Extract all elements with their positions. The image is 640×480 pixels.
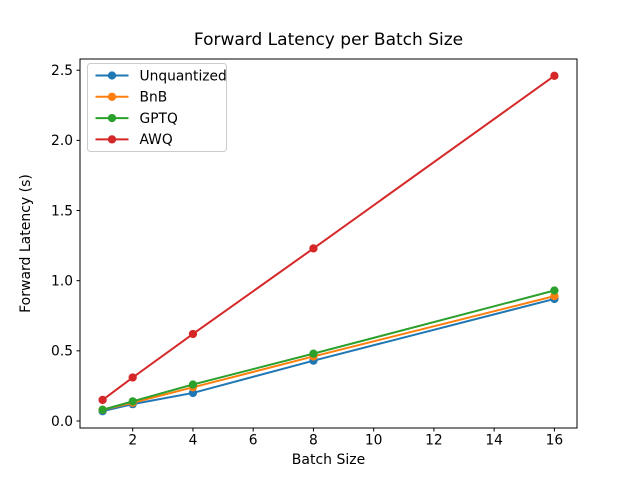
chart-title: Forward Latency per Batch Size (194, 30, 463, 50)
data-point-marker (309, 244, 318, 253)
series-awq (98, 71, 559, 405)
x-tick-label: 10 (365, 433, 383, 449)
legend-label: GPTQ (140, 111, 178, 127)
y-tick-label: 0.0 (51, 414, 73, 430)
y-tick-label: 2.0 (51, 133, 73, 149)
legend-entry-bnb: BnB (95, 90, 168, 106)
legend-label: Unquantized (140, 68, 227, 84)
x-tick-label: 16 (546, 433, 564, 449)
data-point-marker (550, 286, 559, 295)
y-tick-label: 1.0 (51, 273, 73, 289)
data-point-marker (188, 380, 198, 389)
y-axis-label: Forward Latency (s) (18, 174, 34, 313)
data-point-marker (309, 349, 318, 358)
data-point-marker (188, 329, 198, 339)
legend: Unquantized BnB GPTQ AWQ (87, 63, 227, 152)
y-tick-label: 0.5 (51, 344, 73, 360)
legend-box (87, 63, 227, 152)
x-tick-label: 6 (249, 433, 258, 449)
y-tick-label: 1.5 (51, 203, 73, 219)
legend-marker (107, 71, 117, 80)
data-point-marker (98, 395, 107, 405)
data-point-marker (128, 373, 137, 382)
plot-border (79, 58, 578, 429)
x-axis: 2 4 6 8 10 12 14 16 (128, 428, 563, 449)
x-tick-label: 12 (425, 433, 443, 449)
x-tick-label: 14 (485, 433, 503, 449)
x-tick-label: 2 (128, 433, 137, 449)
series-line (102, 297, 555, 413)
data-point-marker (98, 405, 107, 414)
series-gptq (98, 286, 559, 414)
x-tick-label: 8 (309, 433, 318, 449)
y-tick-label: 2.5 (51, 63, 73, 79)
x-axis-label: Batch Size (292, 452, 365, 468)
legend-entry-awq: AWQ (95, 132, 173, 148)
data-point-marker (128, 397, 137, 406)
legend-marker (107, 135, 117, 144)
data-point-marker (550, 71, 559, 80)
legend-label: BnB (140, 90, 168, 106)
legend-marker (107, 113, 117, 123)
legend-label: AWQ (140, 132, 173, 148)
y-axis: 0.0 0.5 1.0 1.5 2.0 2.5 (51, 63, 80, 430)
legend-marker (107, 92, 117, 101)
series-line (102, 295, 555, 411)
legend-entry-gptq: GPTQ (95, 111, 178, 127)
x-tick-label: 4 (189, 433, 198, 449)
legend-entry-unquantized: Unquantized (95, 68, 227, 84)
plot-area: 2 4 6 8 10 12 14 16 0.0 0.5 1.0 1.5 2.0 2.5 Unquantize… (51, 58, 578, 449)
